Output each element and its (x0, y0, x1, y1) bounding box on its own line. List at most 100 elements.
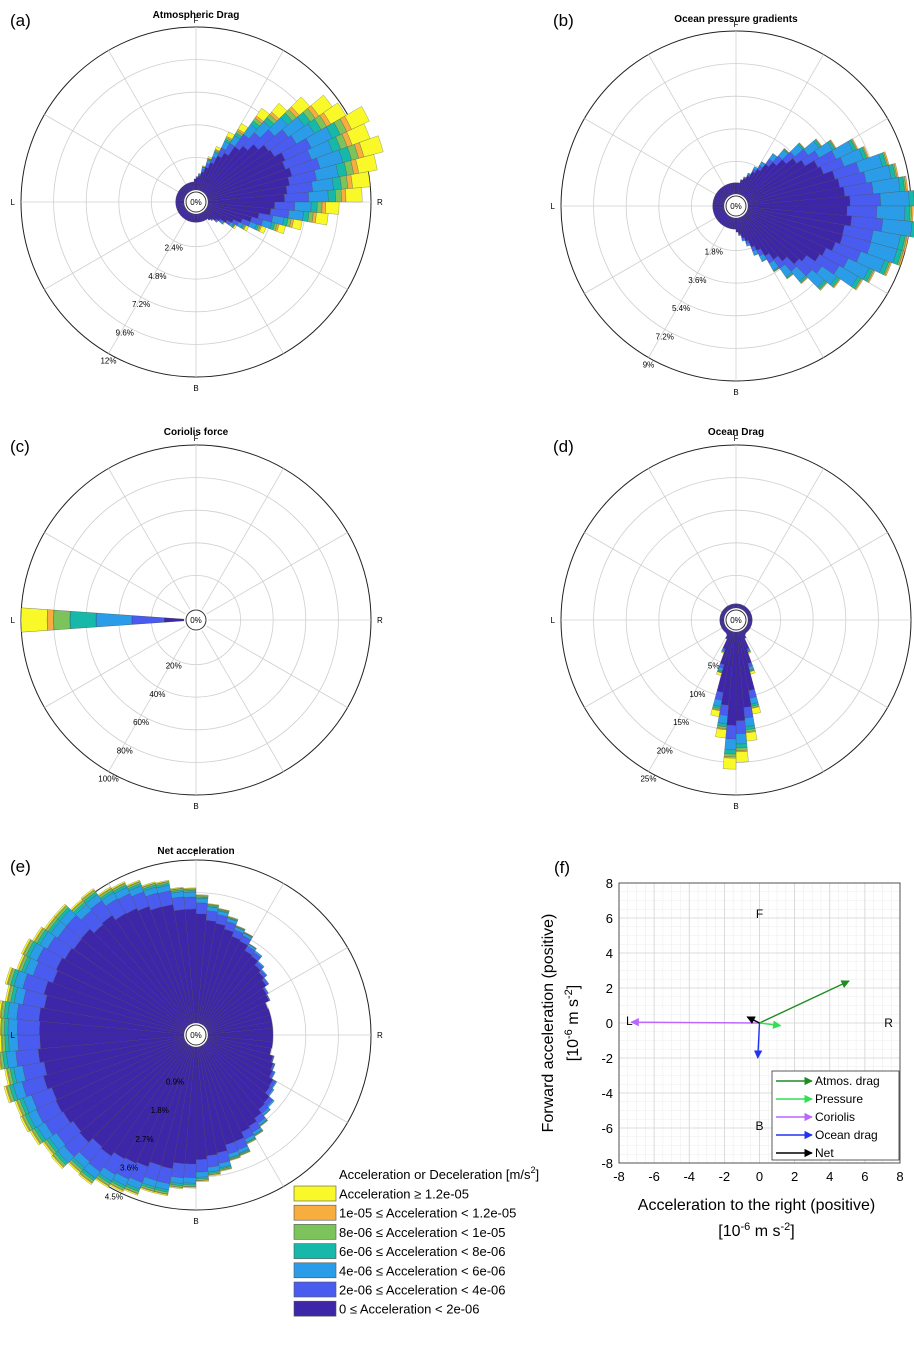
rose-ring-label: 1.8% (705, 248, 723, 257)
rose-wedge-segment (193, 178, 197, 191)
rose-wedge-segment (46, 609, 55, 631)
panel-letter: (b) (553, 11, 574, 30)
rose-wedges (712, 138, 914, 291)
rose-grid-spoke (201, 468, 284, 610)
rose-wedge-segment (20, 607, 48, 633)
rose-wedge-segment (111, 881, 126, 890)
rose-wedge-segment (276, 224, 286, 234)
rose-wedge-segment (227, 916, 239, 921)
vector-dir-B: B (755, 1119, 763, 1133)
rose-title: Ocean pressure gradients (674, 14, 798, 25)
x-axis-unit-part: m s (750, 1223, 780, 1240)
rose-title: Ocean Drag (708, 427, 764, 438)
rose-wedge-segment (95, 612, 133, 628)
legend-title: Acceleration or Deceleration [m/s2] (339, 1165, 539, 1182)
y-tick-label: -6 (601, 1121, 613, 1136)
rose-ring-label: 80% (117, 746, 133, 755)
vector-arrow (630, 1017, 760, 1027)
rose-ring-label: 100% (98, 775, 118, 784)
rose-wedge-segment (721, 650, 725, 653)
rose-dir-top: F (734, 434, 739, 443)
rose-grid-spoke (584, 211, 726, 294)
rose-dir-bottom: B (193, 802, 198, 811)
x-tick-label: 2 (791, 1169, 798, 1184)
rose-ring-label: 0.9% (166, 1077, 184, 1086)
rose-wedge-segment (170, 886, 184, 890)
rose-wedge-segment (17, 1034, 41, 1051)
rose-ring-label: 20% (657, 746, 673, 755)
x-tick-label: -8 (613, 1169, 625, 1184)
rose-wedge-segment (294, 201, 312, 213)
rose-wedge-segment (725, 724, 737, 740)
x-tick-label: 4 (826, 1169, 833, 1184)
rose-wedge-segment (735, 720, 747, 734)
rose-center-hole (725, 195, 747, 217)
rose-ring-label: 12% (100, 357, 116, 366)
vector-arrow (759, 1020, 782, 1029)
rose-wedge-segment (735, 743, 748, 749)
vector-legend-label: Ocean drag (815, 1128, 878, 1142)
vector-legend-label: Coriolis (815, 1110, 855, 1124)
rose-wedge-segment (0, 1000, 3, 1018)
x-axis-unit-part: [10 (718, 1223, 740, 1240)
rose-wedge-segment (235, 925, 246, 930)
rose-dir-bottom: B (733, 388, 738, 397)
rose-ring-label: 4.5% (105, 1193, 123, 1202)
rose-wedge-segment (256, 960, 265, 968)
rose-wedge-segment (747, 618, 753, 621)
y-axis-label: Forward acceleration (positive) (540, 914, 557, 1133)
rose-wedge-segment (0, 1061, 2, 1070)
legend-title-text: Acceleration or Deceleration [m/s (339, 1167, 531, 1182)
rose-wedge-segment (259, 225, 267, 234)
rose-center-hole (185, 1024, 207, 1046)
rose-grid-spoke (206, 625, 348, 708)
vector-panel: (f) -8 -6 -4 -2 0 2 4 6 8 -8 -6 -4 -2 0 2 4 6 8 F R B L Atmos. … (540, 858, 904, 1240)
rose-grid-spoke (44, 625, 186, 708)
rose-panel-3: (c) 0% F R B L Coriolis force 20% 40% 60% 80% 100% (10, 427, 383, 811)
y-axis-unit-part: ] (565, 985, 582, 989)
vector-dir-L: L (626, 1014, 633, 1028)
legend-item-label: 2e-06 ≤ Acceleration < 4e-06 (339, 1283, 506, 1298)
y-axis-unit-part: [10 (565, 1039, 582, 1061)
rose-ring-label: 4.8% (148, 272, 166, 281)
rose-wedge-segment (724, 749, 737, 755)
rose-panel-1: (a) 0% F R B L Atmospheric Drag 2.4% 4.8% 7.2% 9.6… (10, 10, 384, 393)
x-tick-label: 8 (896, 1169, 903, 1184)
rose-grid-spoke (584, 532, 726, 615)
rose-wedge-segment (243, 931, 253, 938)
rose-wedge-segment (879, 190, 910, 207)
legend-swatch (293, 1204, 337, 1221)
x-axis-unit: [10-6 m s-2] (718, 1221, 794, 1240)
legend-swatch (293, 1243, 337, 1259)
rose-wedge-segment (819, 282, 828, 291)
rose-wedge-segment (155, 879, 170, 885)
rose-ring-label: 3.6% (688, 276, 706, 285)
rose-grid-spoke (648, 468, 731, 610)
rose-wedge-segment (195, 1171, 209, 1178)
rose-wedge-segment (4, 1018, 9, 1036)
x-tick-label: 0 (756, 1169, 763, 1184)
rose-dir-top: F (194, 849, 199, 858)
rose-wedge-segment (325, 201, 340, 215)
rose-title: Coriolis force (164, 427, 229, 438)
legend: Acceleration or Deceleration [m/s2]Accel… (293, 1165, 539, 1317)
rose-wedge-segment (243, 931, 254, 937)
rose-wedge-segment (310, 201, 318, 213)
legend-swatch (293, 1224, 337, 1240)
rose-ring-label: 3.6% (120, 1164, 138, 1173)
rose-ring-label: 5.4% (672, 304, 690, 313)
rose-zero-label: 0% (190, 1031, 202, 1040)
rose-dir-top: F (194, 16, 199, 25)
rose-wedge-segment (321, 201, 326, 214)
y-axis-unit-part: m s (565, 999, 582, 1029)
vector-legend-box (771, 1070, 900, 1161)
panel-letter: (e) (10, 857, 31, 876)
rose-grid-spoke (584, 625, 726, 708)
y-tick-label: 4 (606, 946, 613, 961)
y-tick-label: 8 (606, 876, 613, 891)
rose-wedge-segment (222, 221, 226, 225)
rose-panel-2: (b)0%FRBLOcean pressure gradients1.8%3.6… (551, 11, 914, 397)
rose-wedge-segment (350, 171, 371, 189)
rose-wedge-segment (724, 738, 737, 751)
rose-wedge-segment (141, 881, 156, 888)
